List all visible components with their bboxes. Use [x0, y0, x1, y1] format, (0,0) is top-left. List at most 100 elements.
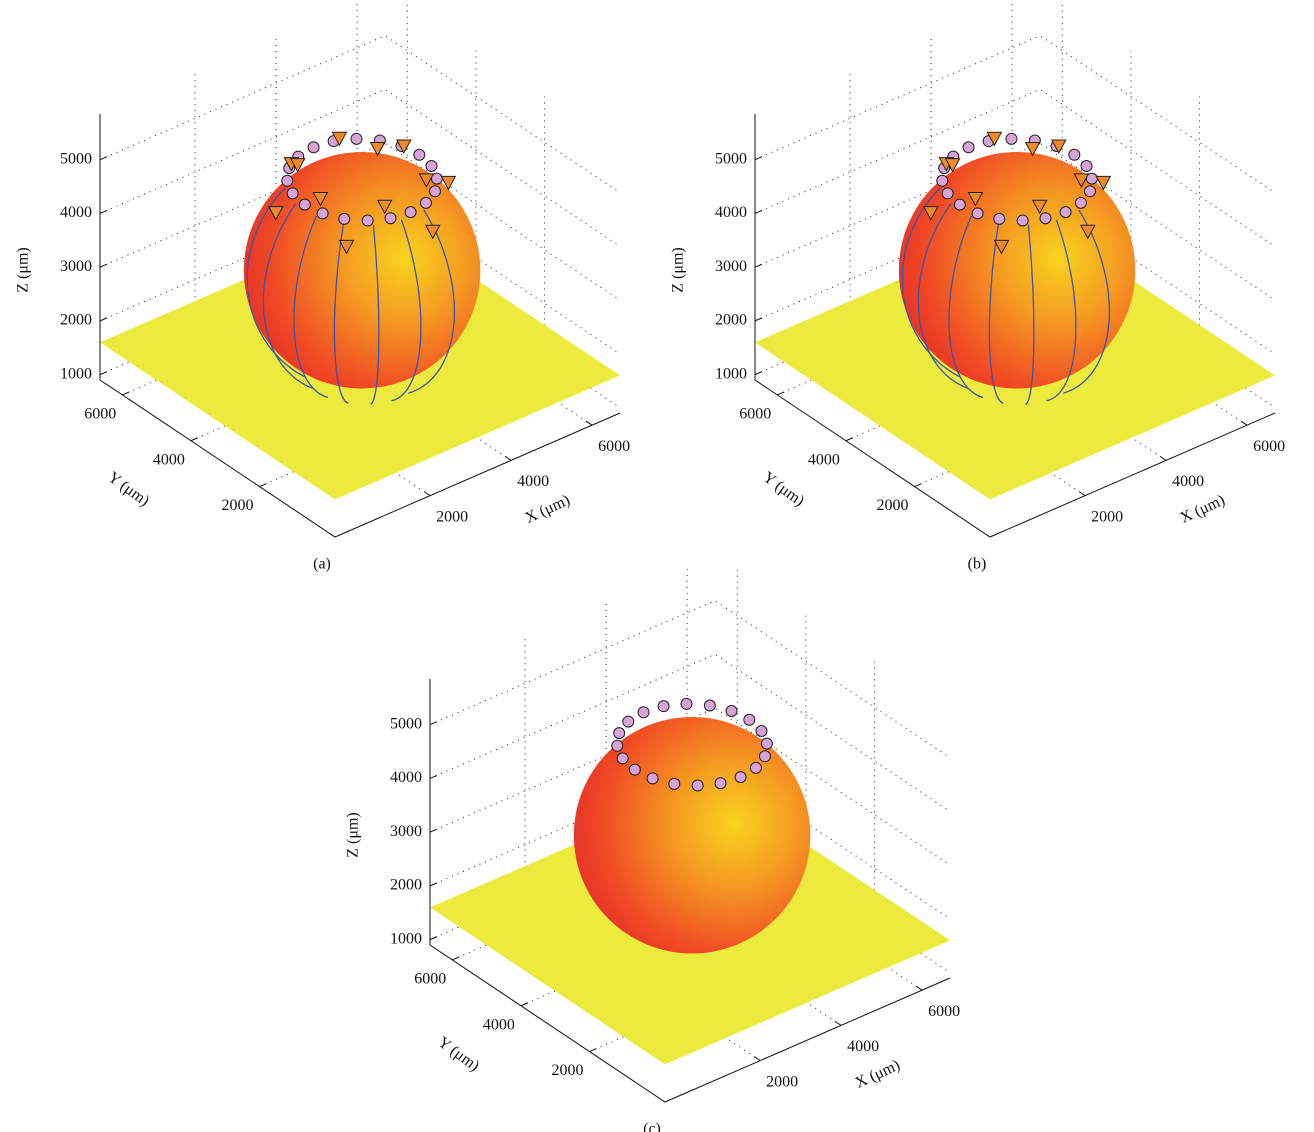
z-tick: [430, 775, 437, 778]
ring-marker: [287, 188, 298, 199]
z-tick: [430, 883, 437, 886]
ring-marker: [726, 705, 737, 716]
x-tick: [1079, 492, 1085, 496]
y-tick-label: 2000: [877, 497, 909, 514]
z-axis-label: Z (μm): [15, 247, 32, 292]
sphere: [574, 717, 810, 953]
ring-marker: [942, 188, 953, 199]
ring-marker: [750, 762, 761, 773]
y-tick: [777, 392, 784, 395]
ring-marker: [1060, 207, 1071, 218]
ring-marker: [759, 751, 770, 762]
ring-marker: [647, 773, 658, 784]
z-tick: [755, 318, 762, 321]
ring-marker: [638, 707, 649, 718]
y-tick: [521, 1003, 528, 1006]
ring-marker: [308, 142, 319, 153]
z-tick-label: 1000: [390, 930, 422, 947]
z-tick-label: 4000: [715, 204, 747, 221]
ring-marker: [1084, 186, 1095, 197]
ring-marker: [429, 186, 440, 197]
x-tick: [1160, 456, 1166, 460]
x-tick-label: 6000: [598, 438, 630, 455]
y-axis-label: Y (μm): [435, 1034, 483, 1075]
z-tick-label: 5000: [390, 715, 422, 732]
z-tick-label: 3000: [390, 823, 422, 840]
ring-marker: [617, 753, 628, 764]
z-axis-label: Z (μm): [345, 812, 362, 857]
ring-marker: [299, 199, 310, 210]
ring-marker: [963, 142, 974, 153]
ring-marker: [954, 199, 965, 210]
ring-marker: [629, 764, 640, 775]
y-tick-label: 6000: [739, 406, 771, 423]
ring-marker: [681, 698, 692, 709]
ring-marker: [1069, 149, 1080, 160]
z-tick: [430, 829, 437, 832]
z-tick-label: 5000: [715, 150, 747, 167]
ring-marker: [1075, 197, 1086, 208]
z-tick: [100, 372, 107, 375]
sphere: [244, 152, 480, 388]
z-tick-label: 3000: [715, 258, 747, 275]
ring-marker: [756, 726, 767, 737]
z-tick-label: 4000: [60, 204, 92, 221]
ring-marker: [339, 213, 350, 224]
panel-caption: (b): [968, 556, 987, 573]
ring-marker: [692, 780, 703, 791]
ring-marker: [972, 208, 983, 219]
x-tick: [835, 1021, 841, 1025]
y-tick: [846, 438, 853, 441]
ring-marker: [658, 701, 669, 712]
y-tick: [452, 957, 459, 960]
z-tick-label: 5000: [60, 150, 92, 167]
y-tick: [122, 392, 129, 395]
ring-marker: [612, 740, 623, 751]
z-tick-label: 3000: [60, 258, 92, 275]
y-tick: [915, 484, 922, 487]
ring-marker: [1017, 215, 1028, 226]
x-tick-label: 4000: [847, 1038, 879, 1055]
z-tick-label: 2000: [60, 312, 92, 329]
ring-marker: [744, 714, 755, 725]
ring-marker: [405, 207, 416, 218]
x-tick-label: 2000: [1091, 508, 1123, 525]
ring-marker: [420, 197, 431, 208]
ring-marker: [614, 728, 625, 739]
ring-marker: [317, 208, 328, 219]
x-axis-label: X (μm): [853, 1057, 903, 1092]
x-axis-label: X (μm): [523, 492, 573, 527]
ring-marker: [426, 161, 437, 172]
z-tick-label: 2000: [715, 312, 747, 329]
ring-marker: [735, 772, 746, 783]
ring-marker: [669, 778, 680, 789]
z-axis-label: Z (μm): [670, 247, 687, 292]
x-tick-label: 6000: [928, 1003, 960, 1020]
y-tick-label: 6000: [414, 971, 446, 988]
z-tick: [100, 264, 107, 267]
ring-marker: [362, 215, 373, 226]
z-tick: [430, 937, 437, 940]
ring-marker: [623, 716, 634, 727]
ring-marker: [761, 738, 772, 749]
ring-marker: [1081, 161, 1092, 172]
z-tick: [430, 722, 437, 725]
z-tick-label: 2000: [390, 877, 422, 894]
ring-marker: [414, 149, 425, 160]
x-tick: [505, 456, 511, 460]
y-axis-label: Y (μm): [760, 469, 808, 510]
ring-marker: [1040, 213, 1051, 224]
y-axis-label: Y (μm): [105, 469, 153, 510]
y-tick-label: 2000: [222, 497, 254, 514]
y-tick: [590, 1049, 597, 1052]
x-tick: [1241, 421, 1247, 425]
ring-marker: [994, 213, 1005, 224]
y-tick: [260, 484, 267, 487]
z-tick-label: 4000: [390, 769, 422, 786]
x-tick-label: 4000: [1172, 473, 1204, 490]
y-tick-label: 2000: [552, 1062, 584, 1079]
z-tick: [100, 210, 107, 213]
ring-marker: [385, 213, 396, 224]
x-tick-label: 2000: [766, 1073, 798, 1090]
z-tick: [755, 372, 762, 375]
